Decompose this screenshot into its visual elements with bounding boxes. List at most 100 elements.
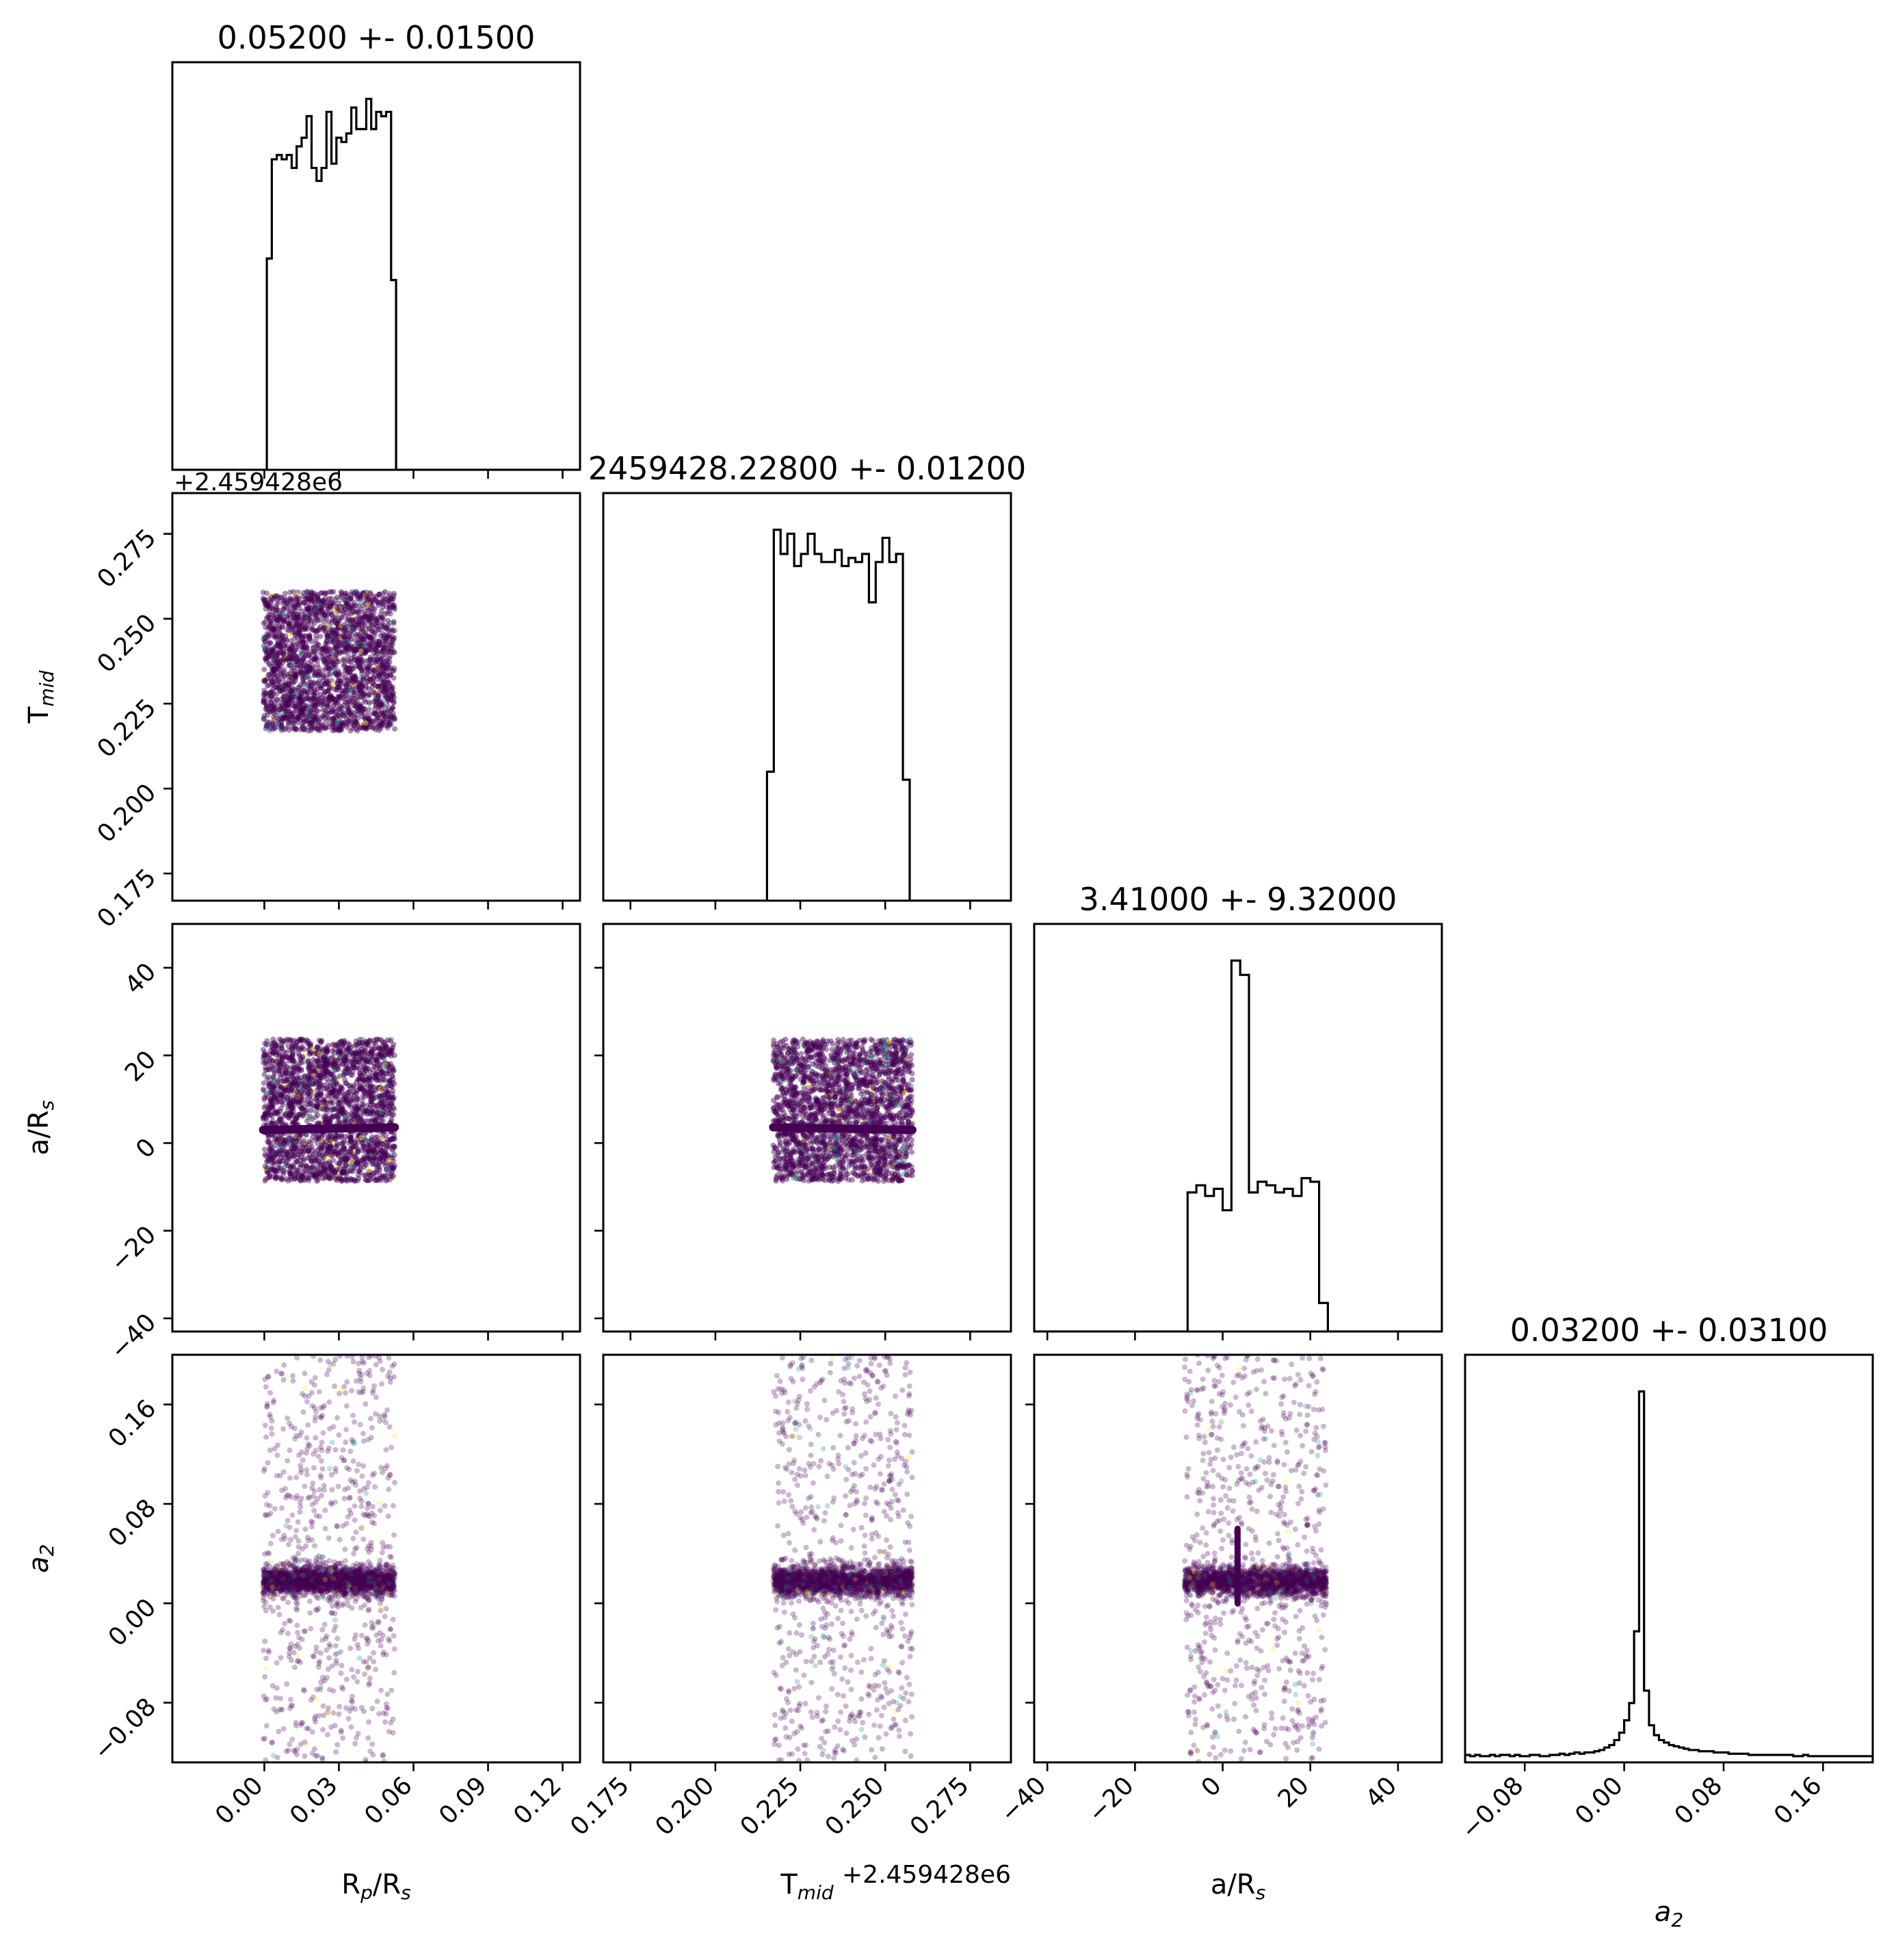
scatter-point: [376, 1085, 382, 1091]
scatter-point: [339, 712, 345, 718]
scatter-point: [324, 1173, 330, 1179]
scatter-point: [386, 598, 392, 605]
scatter-point: [308, 658, 315, 664]
scatter-point: [332, 721, 338, 727]
scatter-point: [291, 624, 298, 630]
scatter-point: [301, 697, 307, 703]
scatter-point: [387, 611, 393, 617]
scatter-point: [375, 664, 381, 670]
scatter-point: [376, 620, 381, 626]
scatter-point: [312, 715, 318, 721]
scatter-point: [334, 680, 340, 686]
scatter-point: [369, 670, 376, 676]
scatter-point: [385, 598, 391, 604]
scatter-point: [322, 644, 328, 650]
scatter-point: [361, 633, 367, 639]
scatter-point: [334, 633, 340, 639]
scatter-point: [345, 702, 351, 707]
scatter-point: [270, 657, 276, 663]
scatter-point: [341, 635, 347, 641]
scatter-point: [295, 685, 301, 691]
scatter-point: [300, 617, 306, 623]
scatter-point: [352, 590, 358, 596]
scatter-point: [269, 604, 275, 610]
scatter-point: [386, 680, 392, 686]
scatter-point: [297, 638, 303, 644]
scatter-point: [356, 684, 362, 690]
scatter-point: [321, 614, 326, 620]
scatter-point: [266, 650, 272, 657]
scatter-point: [378, 658, 384, 664]
scatter-point: [305, 593, 311, 599]
scatter-point: [342, 689, 348, 694]
scatter-point: [285, 1054, 291, 1060]
scatter-point: [321, 1057, 327, 1063]
scatter-point: [324, 1070, 330, 1076]
scatter-point: [335, 634, 341, 640]
scatter-point: [311, 657, 317, 663]
scatter-point: [341, 643, 347, 649]
scatter-point: [285, 696, 291, 702]
scatter-point: [317, 599, 324, 605]
scatter-point: [262, 647, 268, 653]
scatter-point: [360, 1076, 367, 1083]
scatter-point: [261, 678, 267, 684]
scatter-point: [291, 649, 297, 655]
scatter-point: [275, 724, 281, 730]
scatter-point: [326, 589, 332, 595]
scatter-point: [277, 644, 283, 650]
scatter-point: [279, 616, 285, 622]
scatter-point: [354, 658, 360, 664]
scatter-point: [385, 707, 391, 713]
scatter-point: [287, 647, 293, 653]
scatter-point: [302, 1147, 308, 1153]
scatter-point: [278, 1063, 284, 1069]
scatter-point: [325, 1104, 331, 1111]
scatter-point: [268, 703, 274, 709]
scatter-point: [373, 1170, 380, 1176]
scatter-point: [278, 1092, 285, 1098]
scatter-point: [293, 717, 299, 724]
scatter-point: [381, 692, 387, 698]
scatter-point: [347, 681, 353, 687]
scatter-point: [269, 596, 276, 602]
scatter-point: [281, 715, 287, 721]
scatter-point: [359, 683, 365, 689]
scatter-point: [268, 693, 274, 700]
scatter-point: [327, 627, 333, 633]
scatter-point: [267, 598, 274, 605]
scatter-point: [289, 1079, 295, 1085]
scatter-point: [366, 634, 371, 640]
scatter-point: [329, 639, 335, 646]
scatter-point: [262, 646, 268, 652]
scatter-point: [339, 624, 345, 631]
scatter-point: [364, 613, 370, 620]
scatter-point: [369, 641, 375, 647]
scatter-point: [346, 634, 352, 640]
scatter-point: [380, 664, 386, 670]
scatter-point: [343, 681, 349, 687]
scatter-point: [306, 713, 312, 719]
scatter-point: [333, 656, 339, 662]
scatter-point: [329, 695, 335, 701]
scatter-point: [278, 701, 285, 707]
scatter-point: [335, 626, 341, 632]
scatter-point: [323, 641, 328, 647]
scatter-point: [326, 695, 332, 701]
scatter-point: [303, 1141, 309, 1147]
scatter-point: [354, 1096, 360, 1102]
scatter-point: [295, 719, 301, 726]
scatter-point: [369, 598, 375, 604]
scatter-point: [291, 615, 297, 621]
scatter-point: [365, 616, 371, 622]
scatter-point: [295, 658, 300, 664]
scatter-point: [373, 594, 380, 600]
scatter-point: [293, 1097, 299, 1103]
scatter-point: [326, 704, 332, 710]
scatter-point: [349, 709, 355, 715]
scatter-point: [313, 613, 319, 619]
scatter-point: [263, 1067, 269, 1073]
scatter-point: [316, 1063, 322, 1070]
scatter-point: [274, 593, 280, 599]
scatter-point: [306, 665, 313, 672]
